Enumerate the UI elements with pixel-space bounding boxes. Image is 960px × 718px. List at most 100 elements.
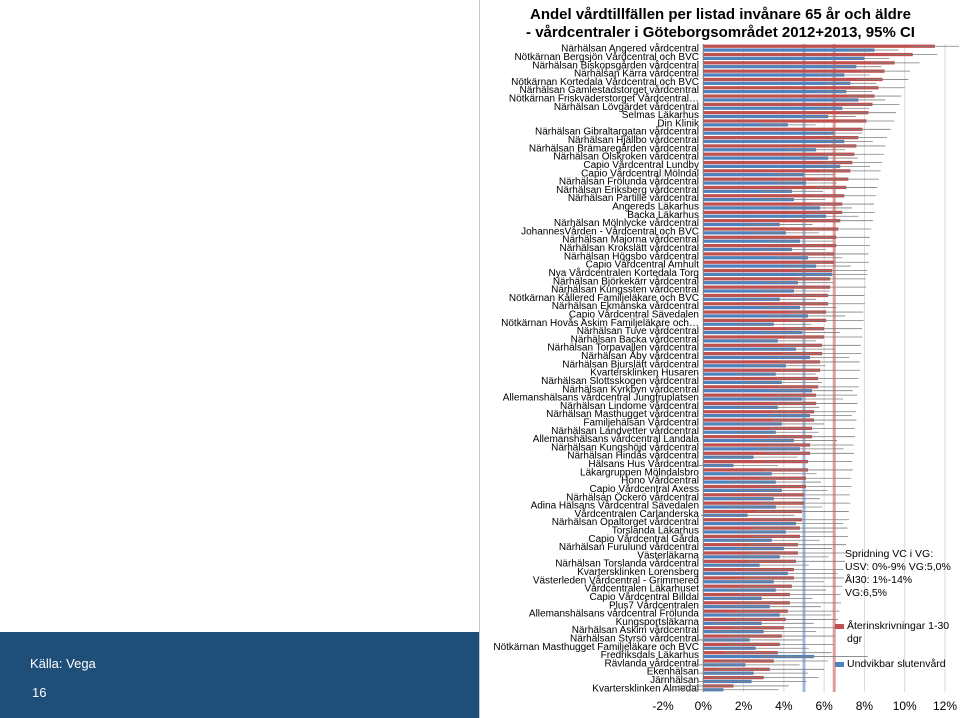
x-tick-label: 10% [893,699,917,713]
bar [703,509,802,514]
bar [703,177,849,181]
category-label: Närhälsan Opaltorget vårdcentral [552,516,699,528]
category-label: Närhälsan Kungssten vårdcentral [551,284,699,296]
category-label: Angereds Läkarhus [612,202,699,213]
bar [703,185,847,190]
bar [703,501,804,505]
category-label: Närhälsan Partille vårdcentral [568,192,699,204]
bar [703,302,829,306]
chart-title: Andel vårdtillfällen per listad invånare… [530,6,911,23]
category-label: Ekenhälsan [647,667,699,678]
bar [703,330,802,335]
x-tick-label: 0% [695,699,713,713]
bar [703,69,885,73]
category-label: Läkargruppen Mölndalsbro [580,467,699,478]
bar [703,98,859,102]
category-label: Närhälsan Krokslätt vårdcentral [559,242,699,254]
category-label: Närhälsan Björkekärr vårdcentral [553,275,699,287]
category-label: Närhälsan Furulund vårdcentral [559,541,699,553]
category-label: Närhälsan Eriksberg vårdcentral [556,184,699,196]
bar [703,94,875,98]
bar [703,393,817,397]
bar [703,443,811,447]
bar [703,297,780,301]
legend-item-avoidable: Undvikbar slutenvård [835,658,960,671]
bar [703,327,825,331]
category-label: Kvartersklinken Husaren [590,368,699,379]
category-label: Nötkärnan Masthugget Familjeläkare och B… [493,642,699,653]
bar [703,476,807,480]
bar [703,376,819,381]
bar [703,451,811,455]
left-panel: Källa: Vega 16 [0,0,479,718]
x-tick-label: 4% [775,699,793,713]
category-label: Allemanshälsans vårdcentral Jungfruplats… [503,392,699,404]
bar [703,459,809,464]
category-label: Nötkärnan Kållered Familjeläkare och BVC [509,292,699,304]
category-label: Närhälsan Bjurslätt vårdcentral [562,358,699,370]
bar [703,227,839,231]
bar [703,654,815,659]
x-tick-label: 2% [735,699,753,713]
category-label: Allemanshälsans vårdcentral Landala [533,433,700,445]
bar [703,148,817,152]
category-label: Vårdcentralen Läkarhuset [584,583,699,595]
bar [703,119,867,123]
category-label: Capio Vårdcentral Amhult [586,259,700,271]
category-label: Närhälsan Åby vårdcentral [581,349,699,362]
category-label: Närhälsan Öckerö vårdcentral [566,491,699,503]
legend: Återinskrivningar 1-30 dgr Undvikbar slu… [835,620,960,683]
bar [703,401,817,406]
bar [703,484,807,489]
category-label: Västerläkarna [637,550,699,561]
bar [703,389,813,393]
bar [703,106,843,110]
bar [703,127,863,131]
bar [703,114,829,119]
bar [703,343,823,347]
category-label: Rävlanda vårdcentral [605,657,700,669]
category-label: Capio Vårdcentral Lundby [583,159,699,171]
bar [703,247,792,252]
category-label: Hälsans Hus Vårdcentral [588,458,699,470]
bar [703,169,851,173]
bar [703,231,786,235]
bar [703,65,857,69]
bar [703,173,804,177]
category-label: Närhälsan Masthugget vårdcentral [546,408,699,420]
category-label: Närhälsan Ekmanska vårdcentral [552,300,699,312]
category-label: Hono Vårdcentral [621,475,699,487]
bar [703,397,802,401]
bar [703,89,847,94]
category-label: Selmas Läkarhus [622,110,699,121]
category-label: Närhälsan Kungshöjd vårdcentral [551,441,699,453]
bar [703,73,845,77]
bar [703,202,843,206]
bar [703,413,811,418]
category-label: Närhälsan Gamlestadstorget vårdcentral [519,84,699,96]
bar [703,135,859,140]
category-label: Närhälsan Torpavallen vårdcentral [547,342,699,354]
category-label: Närhälsan Landvetter vårdcentral [551,425,699,437]
bar [703,351,823,356]
bar [703,210,843,215]
category-label: Kvartersklinken Almedal [592,683,699,694]
bar [703,44,935,48]
bar [703,260,835,264]
category-label: Capio Vårdcentral Gårda [588,533,699,545]
bar [703,86,879,90]
legend-swatch-avoidable [835,662,844,667]
bar [703,152,855,156]
bar [703,368,821,372]
bar [703,194,845,198]
bar [703,526,800,530]
category-label: Allemanshälsans vårdcentral Frölunda [529,608,700,620]
bar [703,222,780,227]
bar [703,314,809,318]
category-label: Vårdcentralen Carlanderska [574,508,699,520]
bar [703,305,800,310]
chart-subtitle: - vårdcentraler i Göteborgsområdet 2012+… [526,24,915,41]
bar [703,56,865,61]
bar [703,52,913,57]
